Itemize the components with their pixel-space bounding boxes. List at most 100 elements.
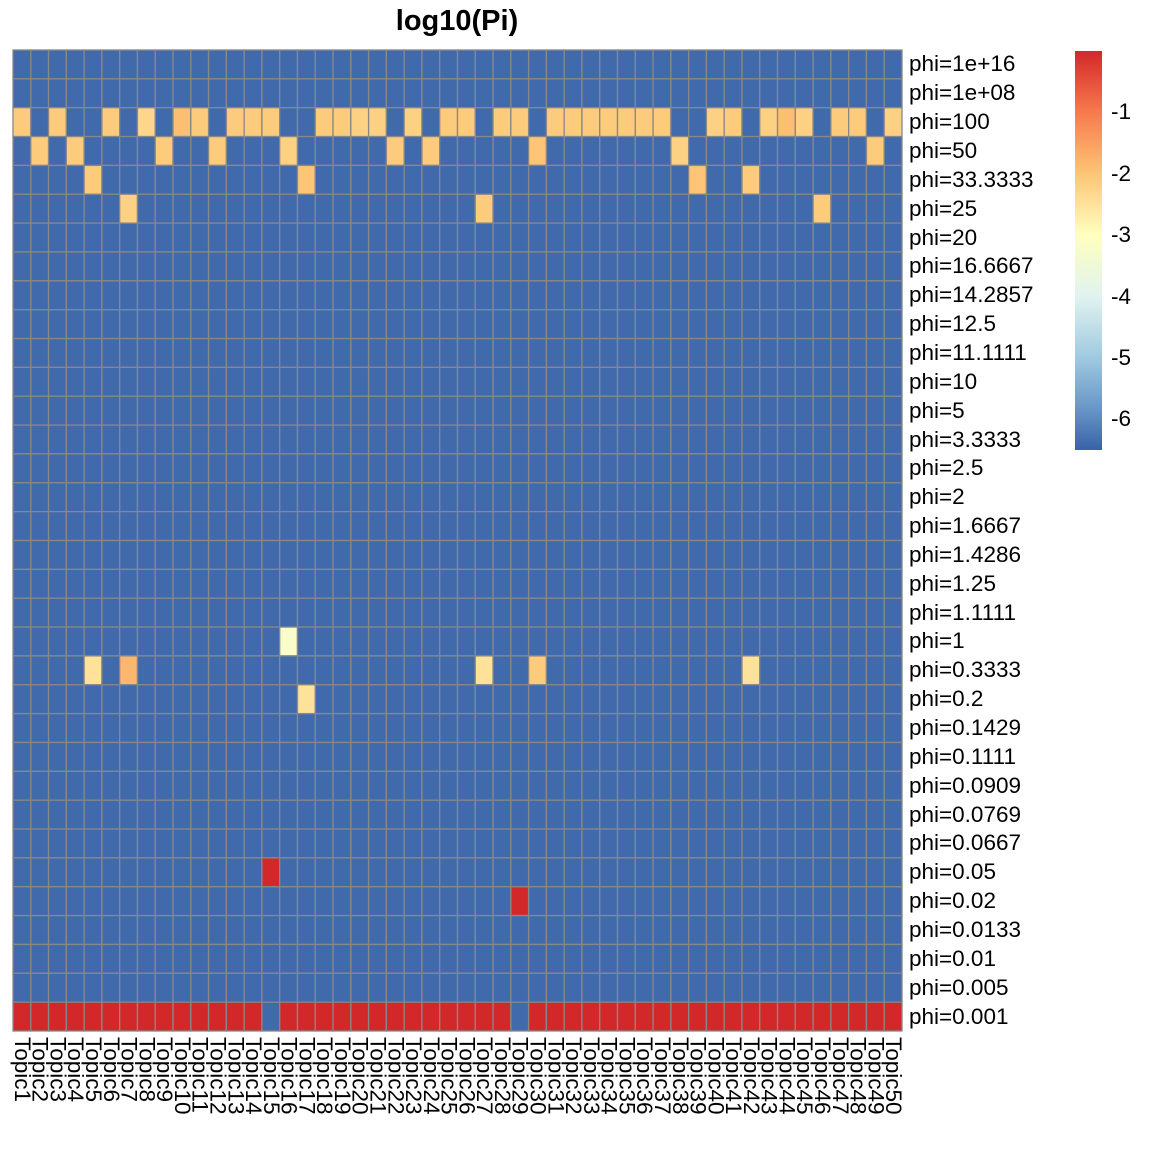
heatmap-cell bbox=[136, 770, 156, 801]
heatmap-cell bbox=[385, 251, 405, 282]
heatmap-cell bbox=[30, 107, 50, 138]
heatmap-cell bbox=[225, 799, 245, 830]
heatmap-cell bbox=[456, 135, 476, 167]
heatmap-cell bbox=[599, 78, 619, 109]
heatmap-cell bbox=[65, 1001, 85, 1032]
heatmap-cell bbox=[403, 539, 423, 571]
heatmap-cell bbox=[172, 857, 192, 888]
heatmap-cell bbox=[261, 482, 281, 513]
heatmap-cell bbox=[723, 684, 743, 715]
heatmap-cell bbox=[599, 1001, 619, 1032]
heatmap-cell bbox=[670, 972, 690, 1003]
heatmap-cell bbox=[652, 1001, 672, 1032]
heatmap-cell bbox=[332, 78, 352, 109]
heatmap-cell bbox=[848, 886, 868, 917]
heatmap-cell bbox=[65, 539, 85, 571]
heatmap-cell bbox=[634, 770, 654, 801]
heatmap-cell bbox=[207, 684, 228, 715]
heatmap-cell bbox=[47, 857, 67, 888]
heatmap-cell bbox=[367, 453, 388, 484]
heatmap-cell bbox=[563, 309, 583, 340]
heatmap-cell bbox=[314, 222, 334, 253]
heatmap-cell bbox=[350, 828, 370, 859]
heatmap-cell bbox=[634, 857, 654, 888]
column-label: Topic25 bbox=[436, 1037, 462, 1115]
heatmap-cell bbox=[687, 424, 708, 455]
heatmap-cell bbox=[883, 424, 903, 455]
column-label: Topic38 bbox=[667, 1037, 693, 1115]
heatmap-cell bbox=[563, 78, 583, 109]
heatmap-cell bbox=[350, 597, 370, 628]
heatmap-cell bbox=[101, 712, 121, 744]
heatmap-cell bbox=[545, 193, 565, 224]
heatmap-cell bbox=[616, 539, 636, 571]
heatmap-cell bbox=[616, 49, 636, 80]
heatmap-cell bbox=[563, 366, 583, 397]
heatmap-cell bbox=[65, 78, 85, 109]
row-label: phi=5 bbox=[909, 397, 965, 423]
column-label: Topic12 bbox=[205, 1037, 231, 1115]
heatmap-cell bbox=[545, 309, 565, 340]
heatmap-cell bbox=[65, 741, 85, 772]
heatmap-cell bbox=[172, 626, 192, 657]
heatmap-cell bbox=[154, 453, 174, 484]
row-label: phi=0.005 bbox=[909, 974, 1009, 1000]
heatmap-cell bbox=[30, 626, 50, 657]
heatmap-cell bbox=[492, 1001, 512, 1032]
heatmap-cell bbox=[670, 712, 690, 744]
column-label: Topic21 bbox=[365, 1037, 391, 1115]
row-label: phi=100 bbox=[909, 109, 990, 135]
heatmap-cell bbox=[190, 712, 210, 744]
heatmap-cell bbox=[687, 395, 708, 426]
heatmap-cell bbox=[243, 857, 263, 888]
row-label: phi=11.1111 bbox=[909, 339, 1027, 365]
heatmap-cell bbox=[350, 78, 370, 109]
heatmap-cell bbox=[883, 222, 903, 253]
heatmap-cell bbox=[172, 424, 192, 455]
heatmap-cell bbox=[403, 597, 423, 628]
row-label: phi=33.3333 bbox=[909, 166, 1034, 192]
heatmap-cell bbox=[30, 280, 50, 311]
heatmap-cell bbox=[403, 309, 423, 340]
heatmap-cell bbox=[385, 366, 405, 397]
heatmap-cell bbox=[794, 886, 814, 917]
heatmap-cell bbox=[385, 78, 405, 109]
heatmap-cell bbox=[190, 107, 210, 138]
heatmap-cell bbox=[207, 799, 228, 830]
heatmap-cell bbox=[332, 251, 352, 282]
heatmap-cell bbox=[119, 828, 139, 859]
heatmap-cell bbox=[474, 770, 494, 801]
heatmap-cell bbox=[385, 49, 405, 80]
heatmap-cell bbox=[581, 49, 601, 80]
heatmap-cell bbox=[812, 943, 832, 974]
heatmap-cell bbox=[119, 395, 139, 426]
heatmap-cell bbox=[439, 741, 459, 772]
heatmap-cell bbox=[119, 741, 139, 772]
heatmap-cell bbox=[12, 309, 32, 340]
heatmap-cell bbox=[403, 251, 423, 282]
heatmap-cell bbox=[332, 193, 352, 224]
heatmap-cell bbox=[172, 770, 192, 801]
heatmap-cell bbox=[670, 597, 690, 628]
column-label: Topic40 bbox=[703, 1037, 729, 1115]
heatmap-cell bbox=[581, 337, 601, 369]
heatmap-cell bbox=[581, 395, 601, 426]
heatmap-cell bbox=[47, 424, 67, 455]
heatmap-cell bbox=[243, 597, 263, 628]
heatmap-cell bbox=[47, 251, 67, 282]
heatmap-cell bbox=[190, 280, 210, 311]
heatmap-cell bbox=[527, 164, 548, 195]
heatmap-cell bbox=[741, 107, 761, 138]
heatmap-cell bbox=[65, 251, 85, 282]
heatmap-cell bbox=[848, 857, 868, 888]
heatmap-cell bbox=[385, 309, 405, 340]
heatmap-cell bbox=[279, 684, 299, 715]
column-label: Topic48 bbox=[845, 1037, 871, 1115]
heatmap-cell bbox=[83, 337, 103, 369]
heatmap-cell bbox=[830, 1001, 850, 1032]
heatmap-cell bbox=[12, 655, 32, 686]
heatmap-cell bbox=[225, 741, 245, 772]
heatmap-cell bbox=[279, 857, 299, 888]
heatmap-cell bbox=[30, 193, 50, 224]
heatmap-cell bbox=[687, 684, 708, 715]
